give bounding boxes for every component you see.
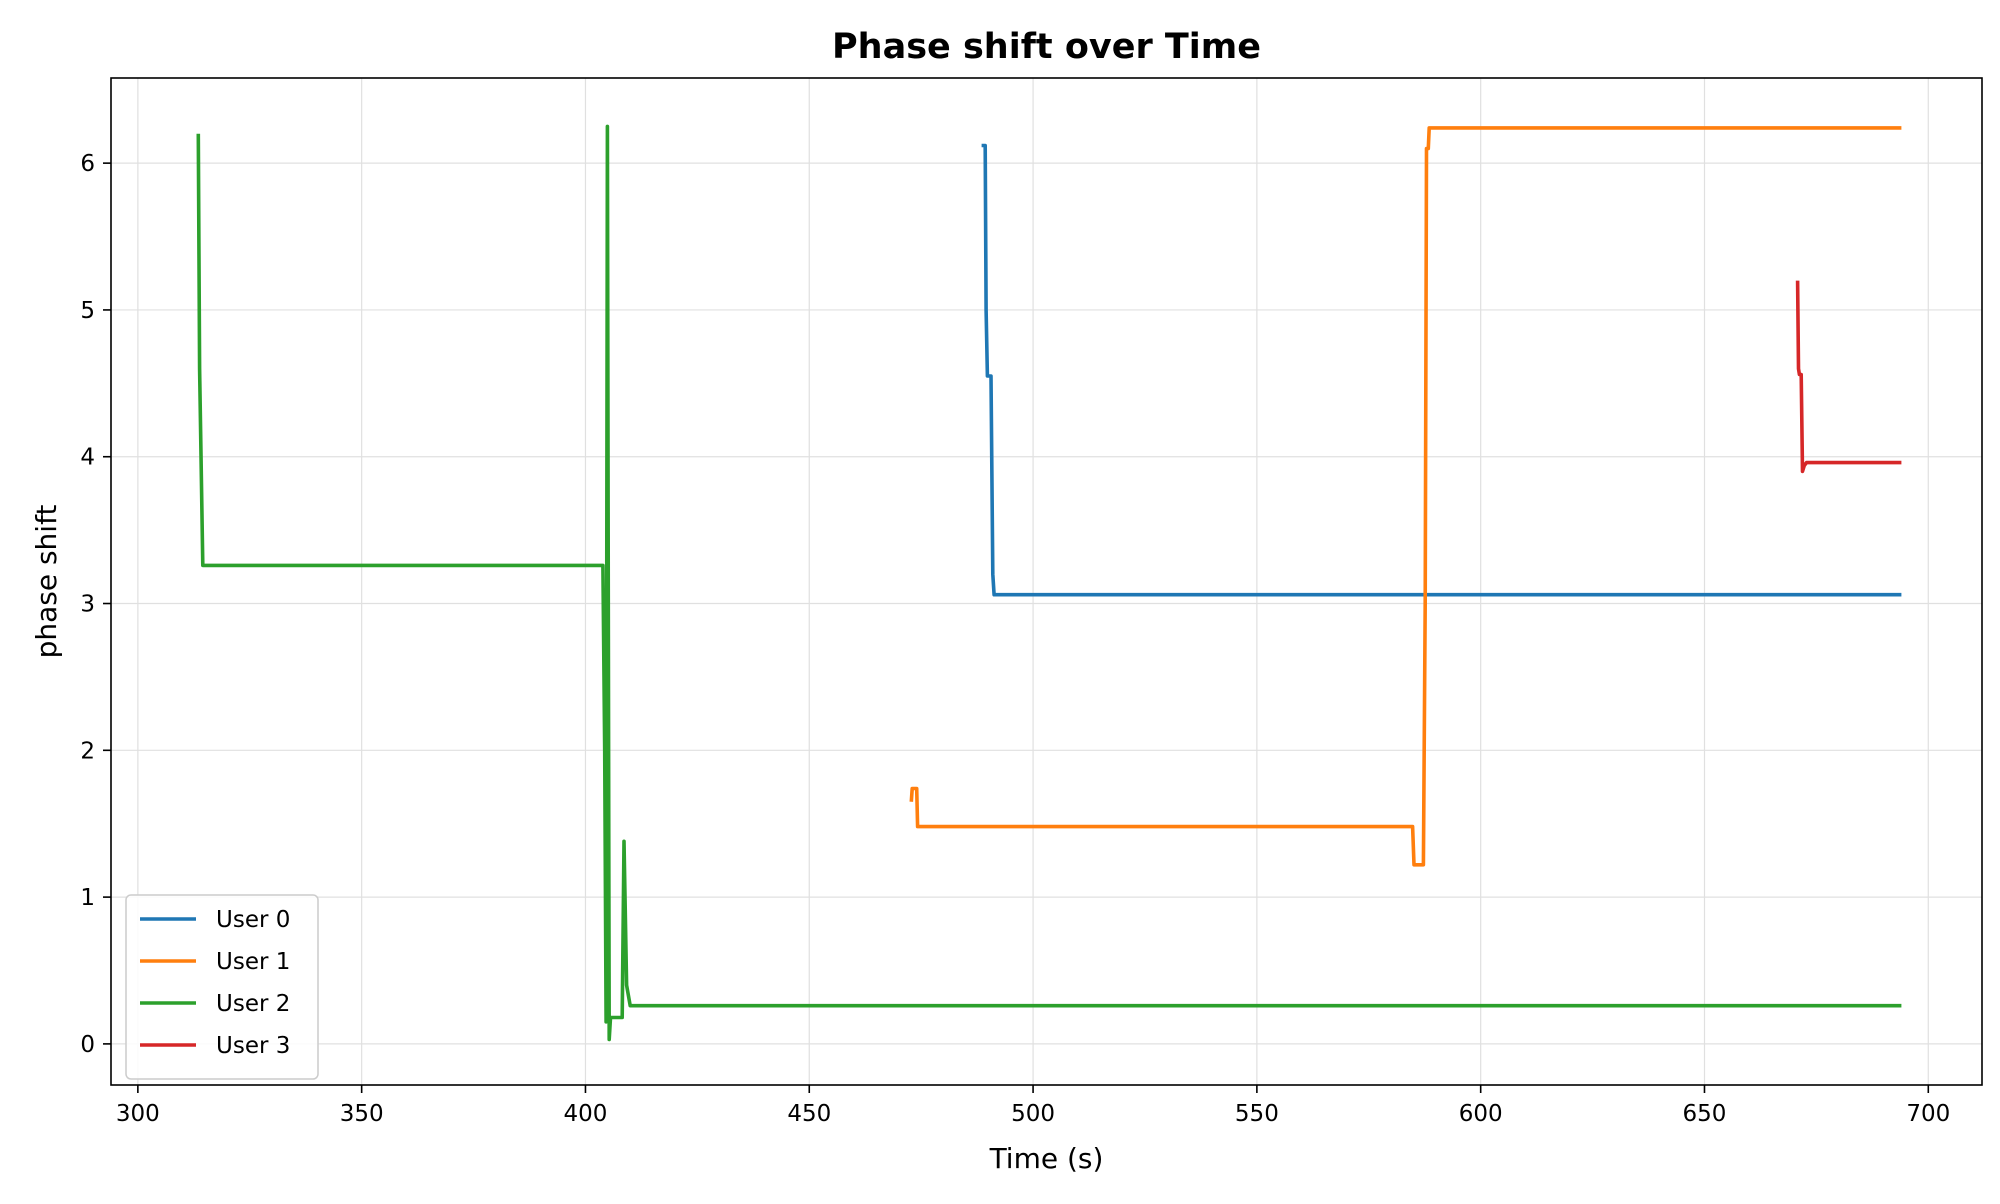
chart-title: Phase shift over Time <box>832 27 1261 67</box>
y-tick-label: 0 <box>80 1032 95 1058</box>
series-line-user-1 <box>909 126 1902 867</box>
x-tick-label: 300 <box>116 1101 160 1127</box>
plot-frame <box>110 77 1983 1086</box>
legend: User 0 User 1 User 2 User 3 <box>125 894 319 1080</box>
legend-label-user-0: User 0 <box>216 907 290 933</box>
y-tick-label: 5 <box>80 298 95 324</box>
legend-label-user-2: User 2 <box>216 991 290 1017</box>
series-line-user-2 <box>196 124 1902 1042</box>
y-tick-label: 2 <box>80 738 95 764</box>
x-axis-label: Time (s) <box>989 1142 1104 1175</box>
x-axis-ticks: 300 350 400 450 500 550 600 650 700 <box>116 1085 1950 1127</box>
y-tick-label: 4 <box>80 445 95 471</box>
x-tick-label: 450 <box>787 1101 831 1127</box>
legend-label-user-3: User 3 <box>216 1033 290 1059</box>
x-tick-label: 500 <box>1011 1101 1055 1127</box>
x-tick-label: 550 <box>1235 1101 1279 1127</box>
x-tick-label: 650 <box>1683 1101 1727 1127</box>
series-line-user-3 <box>1795 280 1902 474</box>
grid-lines <box>111 78 1982 1085</box>
x-tick-label: 600 <box>1459 1101 1503 1127</box>
series-line-user-0 <box>981 143 1902 597</box>
x-tick-label: 700 <box>1906 1101 1950 1127</box>
y-axis-ticks: 0 1 2 3 4 5 6 <box>80 151 111 1058</box>
legend-label-user-1: User 1 <box>216 949 290 975</box>
y-axis-label: phase shift <box>30 505 63 659</box>
plot-area <box>111 78 1982 1085</box>
series-lines <box>196 124 1902 1042</box>
y-tick-label: 6 <box>80 151 95 177</box>
legend-box <box>125 894 319 1080</box>
y-tick-label: 3 <box>80 592 95 618</box>
x-tick-label: 350 <box>340 1101 384 1127</box>
x-tick-label: 400 <box>564 1101 608 1127</box>
y-tick-label: 1 <box>80 885 95 911</box>
